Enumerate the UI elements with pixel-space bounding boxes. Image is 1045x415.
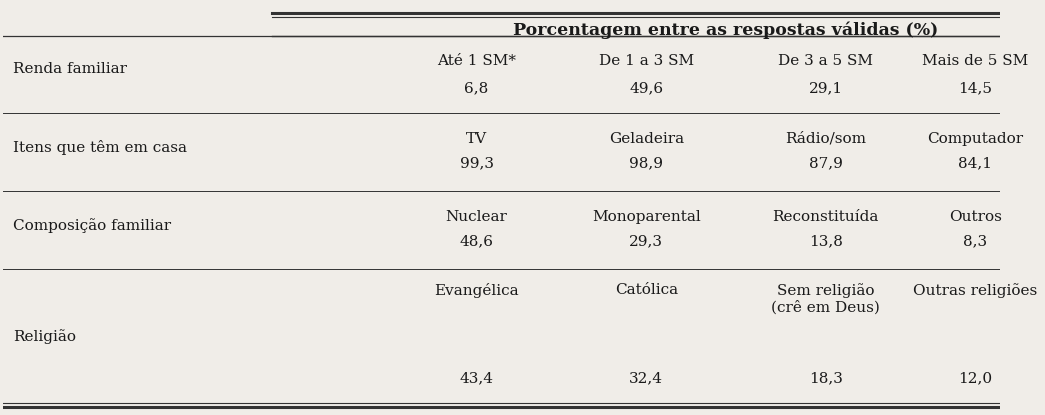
Text: Outros: Outros bbox=[949, 210, 1002, 224]
Text: De 3 a 5 SM: De 3 a 5 SM bbox=[779, 54, 874, 68]
Text: 84,1: 84,1 bbox=[958, 156, 993, 171]
Text: 49,6: 49,6 bbox=[629, 81, 664, 95]
Text: 12,0: 12,0 bbox=[958, 371, 993, 386]
Text: De 1 a 3 SM: De 1 a 3 SM bbox=[599, 54, 694, 68]
Text: 29,1: 29,1 bbox=[809, 81, 843, 95]
Text: 14,5: 14,5 bbox=[958, 81, 993, 95]
Text: 99,3: 99,3 bbox=[460, 156, 493, 171]
Text: Geladeira: Geladeira bbox=[608, 132, 683, 146]
Text: Itens que têm em casa: Itens que têm em casa bbox=[13, 140, 187, 155]
Text: Rádio/som: Rádio/som bbox=[785, 132, 866, 146]
Text: Evangélica: Evangélica bbox=[435, 283, 519, 298]
Text: Reconstituída: Reconstituída bbox=[772, 210, 879, 224]
Text: 43,4: 43,4 bbox=[460, 371, 493, 386]
Text: Sem religião
(crê em Deus): Sem religião (crê em Deus) bbox=[771, 283, 880, 315]
Text: 8,3: 8,3 bbox=[963, 234, 988, 249]
Text: Outras religiões: Outras religiões bbox=[913, 283, 1038, 298]
Text: 48,6: 48,6 bbox=[460, 234, 493, 249]
Text: 6,8: 6,8 bbox=[464, 81, 489, 95]
Text: Nuclear: Nuclear bbox=[445, 210, 508, 224]
Text: Computador: Computador bbox=[927, 132, 1023, 146]
Text: Mais de 5 SM: Mais de 5 SM bbox=[923, 54, 1028, 68]
Text: Renda familiar: Renda familiar bbox=[13, 62, 126, 76]
Text: Religião: Religião bbox=[13, 329, 75, 344]
Text: Católica: Católica bbox=[614, 283, 678, 297]
Text: 29,3: 29,3 bbox=[629, 234, 664, 249]
Text: Monoparental: Monoparental bbox=[591, 210, 700, 224]
Text: 13,8: 13,8 bbox=[809, 234, 842, 249]
Text: Porcentagem entre as respostas válidas (%): Porcentagem entre as respostas válidas (… bbox=[513, 21, 938, 39]
Text: TV: TV bbox=[466, 132, 487, 146]
Text: 87,9: 87,9 bbox=[809, 156, 842, 171]
Text: 18,3: 18,3 bbox=[809, 371, 842, 386]
Text: 32,4: 32,4 bbox=[629, 371, 664, 386]
Text: Composição familiar: Composição familiar bbox=[13, 218, 171, 233]
Text: Até 1 SM*: Até 1 SM* bbox=[437, 54, 516, 68]
Text: 98,9: 98,9 bbox=[629, 156, 664, 171]
